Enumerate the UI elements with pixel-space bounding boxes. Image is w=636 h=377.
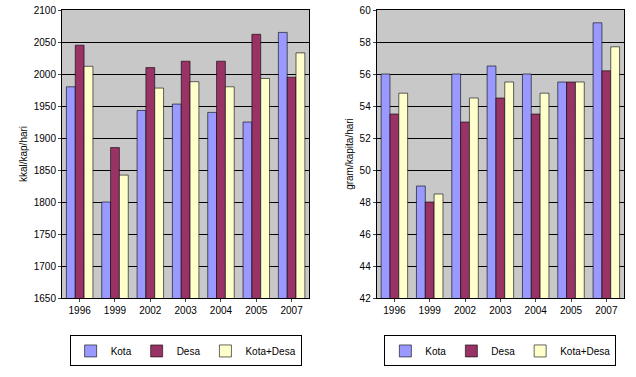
svg-text:60: 60	[360, 5, 372, 16]
svg-text:1996: 1996	[383, 305, 406, 316]
svg-text:58: 58	[360, 37, 372, 48]
svg-text:Desa: Desa	[491, 346, 515, 357]
svg-text:2005: 2005	[560, 305, 583, 316]
svg-text:52: 52	[360, 133, 372, 144]
svg-text:2003: 2003	[489, 305, 512, 316]
svg-text:54: 54	[360, 101, 372, 112]
svg-text:Kota+Desa: Kota+Desa	[560, 346, 610, 357]
svg-text:44: 44	[360, 261, 372, 272]
svg-text:50: 50	[360, 165, 372, 176]
svg-text:Kota: Kota	[111, 346, 132, 357]
svg-text:1996: 1996	[69, 305, 92, 316]
svg-text:2003: 2003	[175, 305, 198, 316]
svg-text:1850: 1850	[34, 165, 57, 176]
svg-text:1700: 1700	[34, 261, 57, 272]
svg-text:42: 42	[360, 293, 372, 304]
svg-text:2002: 2002	[139, 305, 162, 316]
svg-text:2000: 2000	[34, 69, 57, 80]
svg-text:Kota: Kota	[425, 346, 446, 357]
svg-text:2005: 2005	[245, 305, 268, 316]
svg-text:Desa: Desa	[177, 346, 201, 357]
svg-text:Kota+Desa: Kota+Desa	[245, 346, 295, 357]
svg-text:48: 48	[360, 197, 372, 208]
svg-text:1999: 1999	[104, 305, 127, 316]
svg-text:2002: 2002	[454, 305, 477, 316]
svg-text:gram/kapita/hari: gram/kapita/hari	[344, 118, 355, 190]
svg-text:2100: 2100	[34, 5, 57, 16]
svg-text:46: 46	[360, 229, 372, 240]
svg-text:2007: 2007	[280, 305, 303, 316]
svg-text:2004: 2004	[525, 305, 548, 316]
svg-text:1900: 1900	[34, 133, 57, 144]
svg-text:1800: 1800	[34, 197, 57, 208]
svg-text:1999: 1999	[419, 305, 442, 316]
svg-text:kkal/kap/hari: kkal/kap/hari	[18, 126, 29, 182]
svg-text:2007: 2007	[595, 305, 618, 316]
svg-text:1950: 1950	[34, 101, 57, 112]
svg-text:1650: 1650	[34, 293, 57, 304]
svg-text:2050: 2050	[34, 37, 57, 48]
svg-text:2004: 2004	[210, 305, 233, 316]
svg-text:56: 56	[360, 69, 372, 80]
svg-text:1750: 1750	[34, 229, 57, 240]
